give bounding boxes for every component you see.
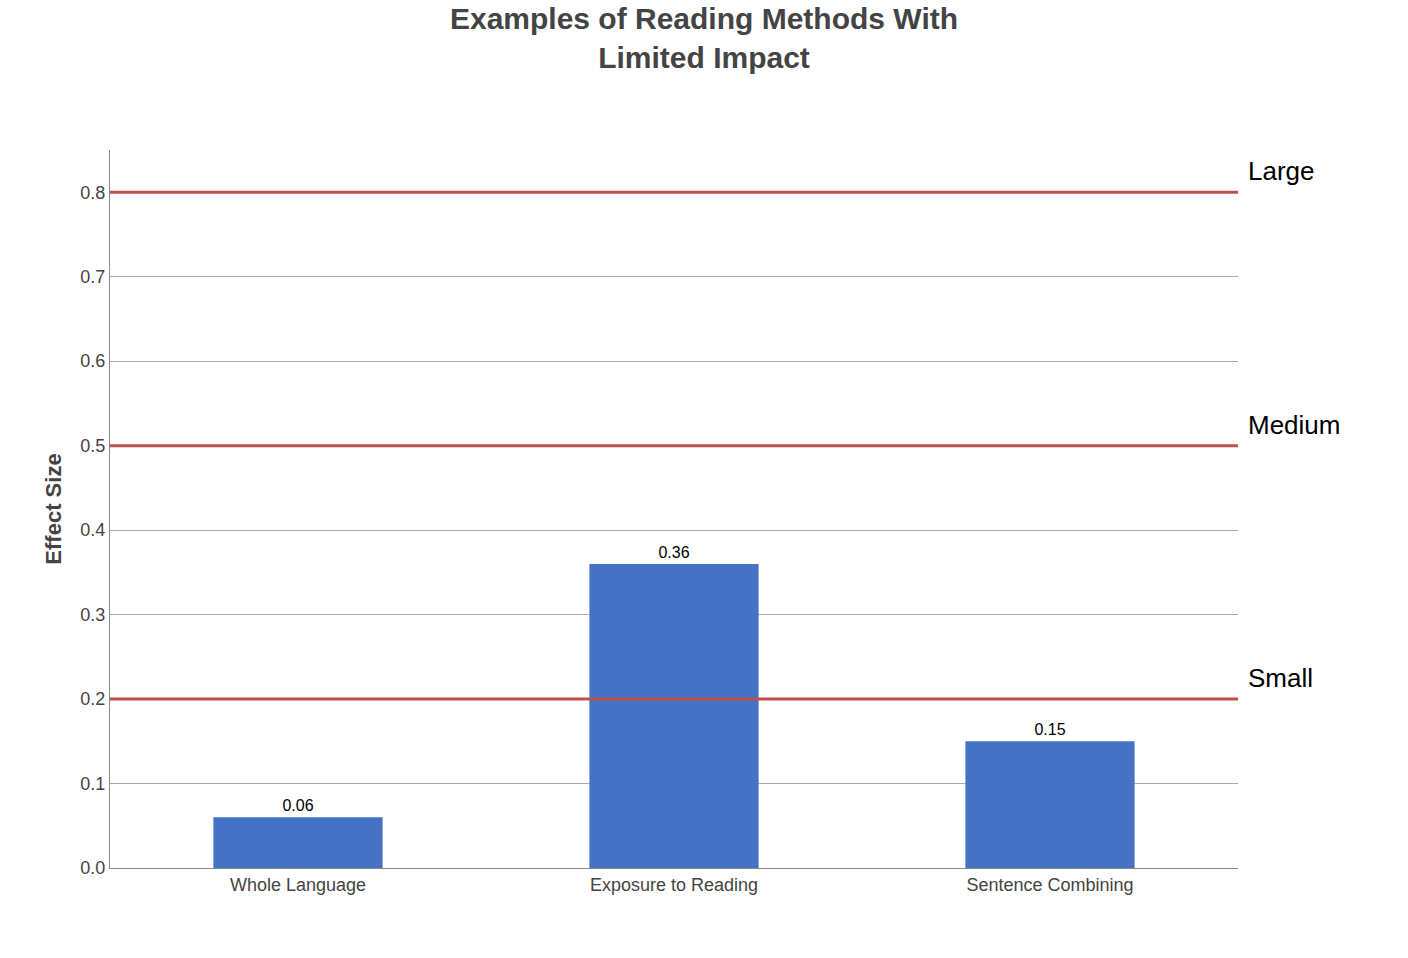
svg-text:Whole Language: Whole Language [230, 875, 366, 895]
svg-text:Examples of Reading Methods Wi: Examples of Reading Methods WithLimited … [450, 2, 958, 74]
svg-text:0.5: 0.5 [80, 436, 105, 456]
svg-text:0.1: 0.1 [80, 774, 105, 794]
svg-text:0.0: 0.0 [80, 858, 105, 878]
svg-text:0.4: 0.4 [80, 520, 105, 540]
svg-text:0.36: 0.36 [658, 544, 689, 561]
svg-text:Effect Size: Effect Size [41, 453, 66, 564]
svg-text:0.7: 0.7 [80, 267, 105, 287]
svg-text:Exposure to Reading: Exposure to Reading [590, 875, 758, 895]
svg-text:0.2: 0.2 [80, 689, 105, 709]
svg-text:0.15: 0.15 [1034, 721, 1065, 738]
svg-text:0.8: 0.8 [80, 183, 105, 203]
svg-text:0.3: 0.3 [80, 605, 105, 625]
svg-text:0.6: 0.6 [80, 351, 105, 371]
svg-text:Sentence Combining: Sentence Combining [966, 875, 1133, 895]
svg-text:Large: Large [1248, 156, 1315, 186]
svg-text:Medium: Medium [1248, 410, 1340, 440]
svg-text:Small: Small [1248, 663, 1313, 693]
svg-text:0.06: 0.06 [282, 797, 313, 814]
